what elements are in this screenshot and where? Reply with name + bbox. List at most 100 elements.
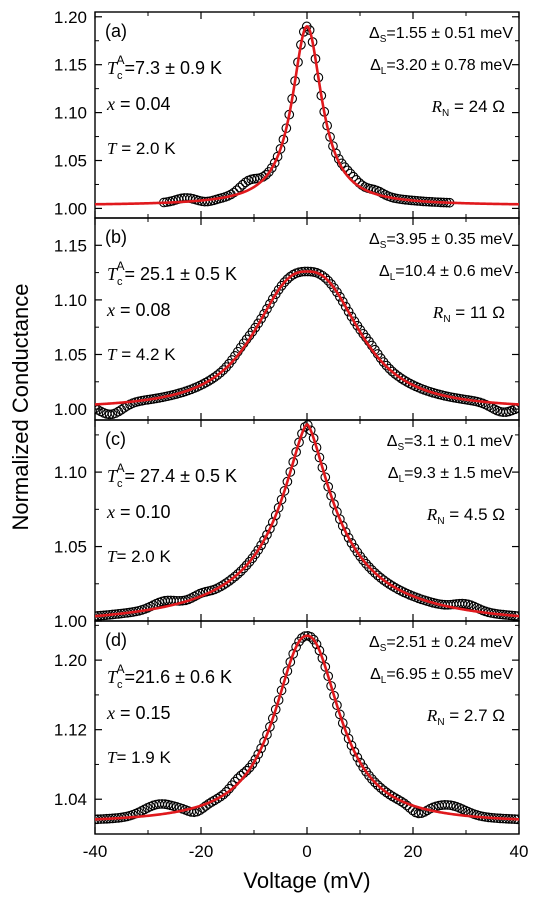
data-point xyxy=(212,370,223,380)
panel-label: (b) xyxy=(105,227,127,247)
y-axis-label: Normalized Conductance xyxy=(8,283,33,530)
x-tick-label: 20 xyxy=(404,842,423,861)
y-tick-label: 1.10 xyxy=(54,463,87,482)
data-point xyxy=(215,791,226,802)
y-tick-label: 1.00 xyxy=(54,400,87,419)
t-annotation: T = 2.0 K xyxy=(107,139,176,158)
x-annotation: x = 0.08 xyxy=(106,300,171,320)
y-tick-label: 1.00 xyxy=(54,199,87,218)
panel-b: 1.00 1.05 1.10 1.15 (b) TcA= 25.1 ± 0.5 K x = … xyxy=(54,217,520,421)
y-tick-label: 1.12 xyxy=(54,721,87,740)
data-point xyxy=(267,294,278,304)
data-point xyxy=(364,562,374,572)
data-point xyxy=(317,270,328,281)
data-point xyxy=(308,433,319,444)
data-point xyxy=(250,754,261,765)
data-point xyxy=(104,409,115,420)
data-point xyxy=(343,306,354,317)
data-point xyxy=(249,173,260,184)
t-annotation: T = 4.2 K xyxy=(107,345,176,364)
data-point xyxy=(261,170,271,180)
data-point xyxy=(285,271,296,282)
data-point xyxy=(241,560,252,571)
x-annotation: x = 0.15 xyxy=(106,703,171,723)
data-point xyxy=(367,565,377,575)
data-point xyxy=(218,365,229,375)
data-point xyxy=(275,144,286,154)
y-tick-label: 1.20 xyxy=(54,651,87,670)
data-point xyxy=(265,721,275,732)
data-point xyxy=(335,514,345,525)
fit-line xyxy=(95,422,519,618)
rn-annotation: RN = 2.7 Ω xyxy=(426,706,505,728)
panel-label: (a) xyxy=(105,21,127,41)
y-tick-label: 1.05 xyxy=(54,538,87,557)
y-tick-label: 1.05 xyxy=(54,152,87,171)
data-point xyxy=(384,363,395,374)
data-point xyxy=(369,777,380,788)
data-point xyxy=(337,296,348,307)
data-point xyxy=(266,163,277,173)
x-tick-label: -20 xyxy=(189,842,214,861)
y-tick-label: 1.15 xyxy=(54,56,87,75)
data-point xyxy=(381,360,392,371)
y-tick-label: 1.00 xyxy=(54,612,87,631)
panel-label: (d) xyxy=(105,630,127,650)
data-point xyxy=(235,566,246,577)
data-point xyxy=(229,187,239,198)
data-point xyxy=(200,377,211,388)
tc-annotation: TcA=21.6 ± 0.6 K xyxy=(107,662,232,691)
data-point xyxy=(291,642,301,652)
data-series xyxy=(95,266,519,420)
data-point xyxy=(253,545,264,555)
t-annotation: T= 1.9 K xyxy=(107,748,171,767)
gap-l-annotation: ΔL=6.95 ± 0.55 meV xyxy=(370,666,513,686)
data-point xyxy=(352,752,363,763)
data-point xyxy=(337,521,348,531)
data-point xyxy=(276,494,287,505)
rn-annotation: RN = 11 Ω xyxy=(432,303,505,325)
y-tick-label: 1.05 xyxy=(54,345,87,364)
data-point xyxy=(288,648,299,659)
data-point xyxy=(234,182,245,193)
data-point xyxy=(265,523,275,534)
data-point xyxy=(269,158,280,168)
gap-l-annotation: ΔL=3.20 ± 0.78 meV xyxy=(370,57,513,77)
data-point xyxy=(335,709,345,720)
data-point xyxy=(259,309,269,319)
data-point xyxy=(279,277,290,288)
y-tick-label: 1.10 xyxy=(54,291,87,310)
data-point xyxy=(276,280,287,291)
data-point xyxy=(302,420,313,430)
fit-line xyxy=(95,634,519,821)
data-point xyxy=(227,574,237,584)
data-point xyxy=(387,366,398,377)
panel-label: (c) xyxy=(105,429,126,449)
gap-s-annotation: ΔS=3.95 ± 0.35 meV xyxy=(369,231,513,251)
x-annotation: x = 0.10 xyxy=(106,502,171,522)
data-point xyxy=(390,793,401,803)
data-point xyxy=(378,357,389,367)
data-point xyxy=(367,774,377,784)
gap-s-annotation: ΔS=1.55 ± 0.51 meV xyxy=(369,25,513,45)
panel-d: 1.04 1.12 1.20 -40 -20 0 20 40 (d) TcA=21.6 ± 0.6… xyxy=(54,620,528,861)
data-point xyxy=(326,490,336,501)
panel-c: 1.00 1.05 1.10 (c) TcA= 27.4 ± 0.5 K x = 0.10… xyxy=(54,419,520,631)
x-tick-label: -40 xyxy=(83,842,108,861)
data-point xyxy=(340,301,351,312)
data-point xyxy=(346,538,357,548)
data-point xyxy=(346,740,357,751)
tc-annotation: TcA= 27.4 ± 0.5 K xyxy=(107,461,237,490)
data-point xyxy=(399,375,409,386)
data-point xyxy=(279,486,290,496)
data-point xyxy=(387,581,398,591)
data-point xyxy=(372,780,383,791)
tc-annotation: TcA= 25.1 ± 0.5 K xyxy=(107,259,237,288)
data-point xyxy=(364,770,374,781)
y-tick-label: 1.04 xyxy=(54,790,87,809)
data-point xyxy=(372,570,383,581)
fit-line xyxy=(95,24,519,206)
data-point xyxy=(340,527,351,537)
data-point xyxy=(221,787,232,797)
data-point xyxy=(253,749,264,760)
